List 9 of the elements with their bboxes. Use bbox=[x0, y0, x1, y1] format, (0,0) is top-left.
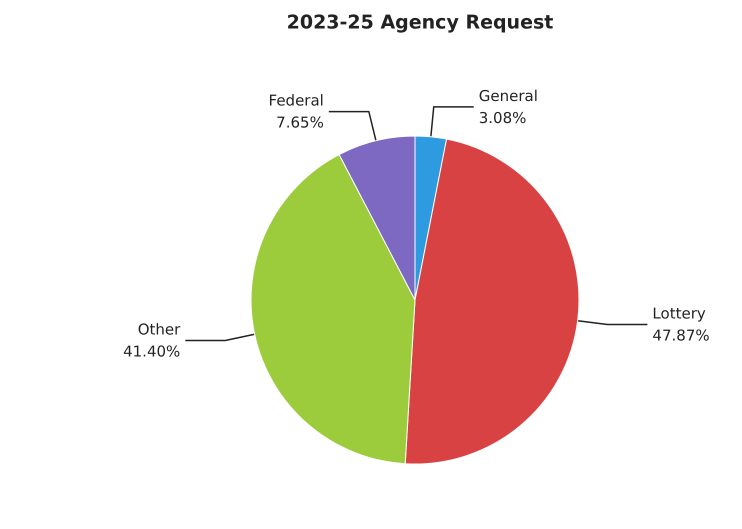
chart-title: 2023-25 Agency Request bbox=[286, 12, 554, 34]
data-label: 41.40% bbox=[123, 342, 180, 361]
slice-label: Federal bbox=[268, 92, 324, 110]
data-label: 3.08% bbox=[478, 108, 526, 127]
data-label: 7.65% bbox=[276, 114, 324, 132]
slice-label: General bbox=[478, 86, 538, 105]
slice-label: Lottery bbox=[652, 304, 706, 322]
slice-label: Other bbox=[138, 320, 182, 339]
data-label: 47.87% bbox=[652, 326, 710, 344]
